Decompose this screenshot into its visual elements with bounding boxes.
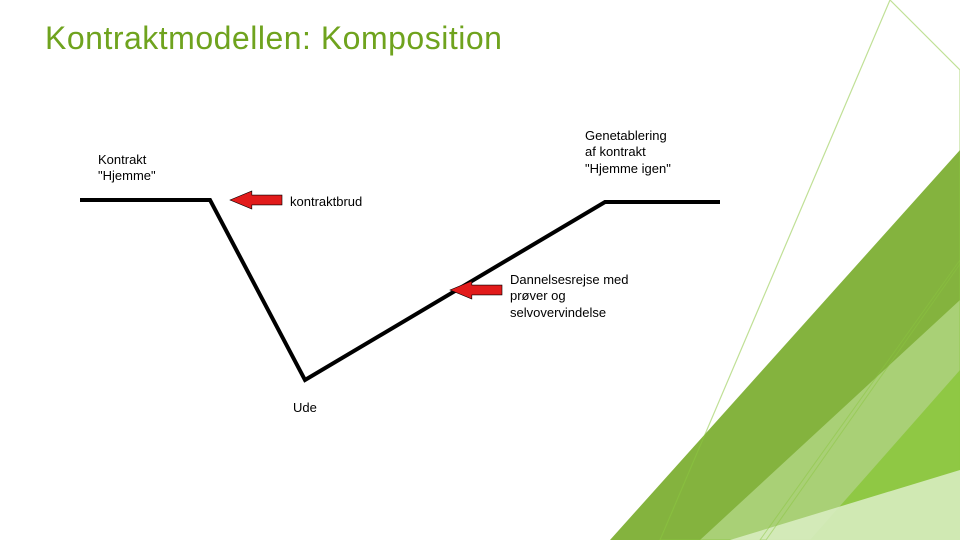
label-genetablering: Genetablering af kontrakt "Hjemme igen" xyxy=(585,128,671,177)
label-kontrakt-hjemme: Kontrakt "Hjemme" xyxy=(98,152,156,185)
label-dannelsesrejse: Dannelsesrejse med prøver og selvovervin… xyxy=(510,272,629,321)
deco-tri-5 xyxy=(730,470,960,540)
arrow-kontraktbrud xyxy=(230,191,282,209)
deco-tri-4 xyxy=(810,370,960,540)
contract-model-diagram: Kontrakt "Hjemme" kontraktbrud Genetable… xyxy=(80,120,720,420)
label-ude: Ude xyxy=(293,400,317,416)
slide-title: Kontraktmodellen: Komposition xyxy=(45,20,502,57)
arrow-dannelsesrejse xyxy=(450,281,502,299)
deco-tri-2 xyxy=(700,300,960,540)
slide: Kontraktmodellen: Komposition Kontrakt "… xyxy=(0,0,960,540)
deco-tri-6 xyxy=(760,260,960,540)
label-kontraktbrud: kontraktbrud xyxy=(290,194,362,210)
